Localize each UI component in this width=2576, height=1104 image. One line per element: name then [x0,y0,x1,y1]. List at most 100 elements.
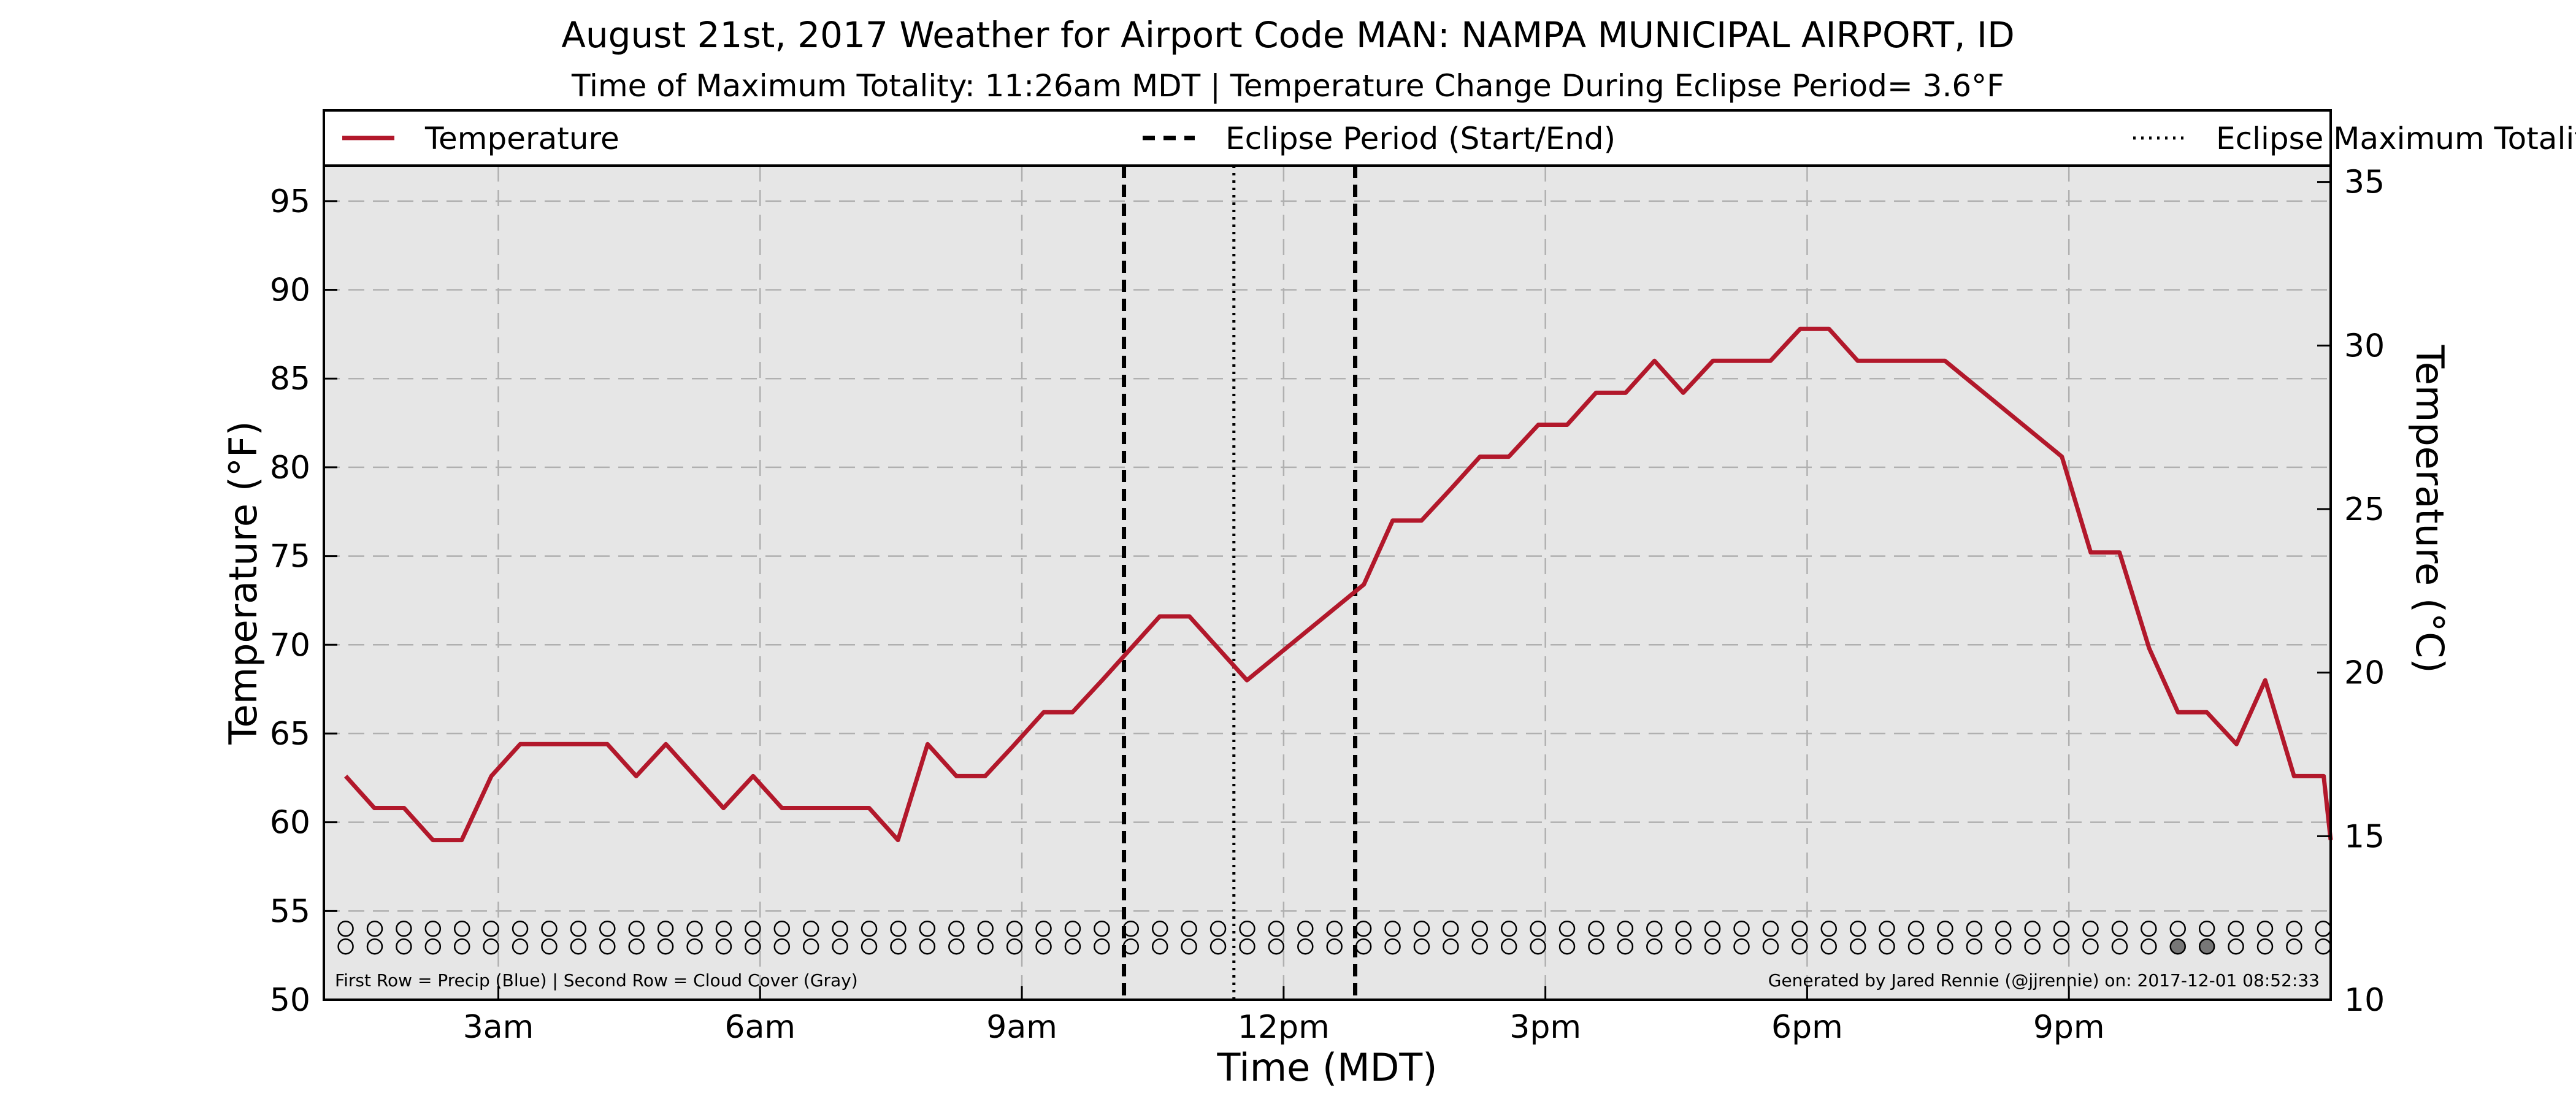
precip-dot [1907,921,1925,937]
cloud-cover-dot [657,938,674,955]
y-tick-label: 80 [270,450,310,486]
cloud-cover-dot [2228,938,2244,955]
y-tick-label: 60 [270,805,310,841]
precip-dot [1733,921,1750,937]
cloud-cover-dot [745,938,761,955]
cloud-cover-dot [1209,938,1227,955]
precip-dot [745,921,761,937]
cloud-cover-dot [1326,938,1343,955]
precip-dot [1181,921,1197,937]
precip-dot [1297,921,1314,937]
cloud-cover-dot [1064,938,1081,955]
precip-dot [570,921,587,937]
plot-area [324,166,2331,1000]
cloud-cover-dot [1530,938,1546,955]
cloud-cover-dot [2053,938,2070,955]
precip-dot [337,921,354,937]
precip-dot [1094,921,1110,937]
y-tick-label: 95 [270,183,310,220]
precip-dot [2024,921,2041,937]
cloud-cover-dot [1762,938,1779,955]
precip-dot [861,921,878,937]
cloud-cover-dot [2286,938,2302,955]
precip-dot [802,921,819,937]
precip-dot [2256,921,2274,937]
cloud-cover-dot [1588,938,1604,955]
precip-dot [512,921,529,937]
y-axis-label-left: Temperature (°F) [221,421,266,745]
cloud-cover-dot [2082,938,2099,955]
cloud-cover-dot [2111,938,2128,955]
precip-dot [2053,921,2070,937]
x-tick-label: 3am [463,1009,534,1046]
cloud-cover-dot [366,938,383,955]
cloud-cover-dot [2198,938,2215,955]
precip-dot [2286,921,2302,937]
precip-dot [715,921,732,937]
cloud-cover-dot [541,938,558,955]
cloud-cover-dot [337,938,354,955]
precip-dot [1675,921,1692,937]
cloud-cover-dot [1792,938,1808,955]
cloud-cover-dot [1094,938,1110,955]
cloud-cover-dot [396,938,412,955]
precip-dot [424,921,442,937]
legend-items: Temperature Eclipse Period (Start/End) Ecl… [342,121,2576,156]
cloud-cover-dot [1907,938,1925,955]
cloud-cover-dot [1035,938,1052,955]
cloud-cover-dot [1966,938,1983,955]
cloud-cover-dot [1995,938,2012,955]
legend-label: Eclipse Maximum Totality (99.4% Obscurat… [2216,121,2576,156]
precip-dot [541,921,558,937]
y2-tick-label: 10 [2344,982,2385,1019]
cloud-cover-dot [890,938,907,955]
cloud-cover-dot [1181,938,1197,955]
cloud-cover-dot [1006,938,1023,955]
precip-dot [1792,921,1808,937]
y2-tick-label: 15 [2344,818,2385,855]
x-axis-label: Time (MDT) [1217,1045,1438,1090]
precip-dot [2228,921,2244,937]
precip-dot [483,921,499,937]
precip-dot [1209,921,1227,937]
chart-title: August 21st, 2017 Weather for Airport Co… [561,14,2015,56]
precip-dot [1995,921,2012,937]
y-axis-label-right: Temperature (°C) [2407,344,2452,673]
cloud-cover-dot [1675,938,1692,955]
precip-dot [919,921,936,937]
precip-dot [1588,921,1604,937]
precip-dot [773,921,791,937]
cloud-cover-dot [1849,938,1866,955]
precip-dot [890,921,907,937]
chart-subtitle: Time of Maximum Totality: 11:26am MDT | … [571,68,2004,104]
precip-dot [1471,921,1489,937]
precip-dot [2198,921,2215,937]
cloud-cover-dot [1151,938,1168,955]
series-layer [343,326,2333,843]
x-tick-label: 12pm [1238,1009,1330,1046]
precip-dot [2141,921,2157,937]
legend: Temperature Eclipse Period (Start/End) Ecl… [323,109,2576,167]
cloud-cover-dot [512,938,529,955]
y2-tick-label: 35 [2344,164,2385,201]
legend-label: Eclipse Period (Start/End) [1225,121,1616,156]
cloud-cover-dot [802,938,819,955]
precip-dot [1443,921,1459,937]
precip-dot [599,921,616,937]
precip-dot [1879,921,1895,937]
precip-dot [977,921,994,937]
y-tick-label: 85 [270,361,310,397]
cloud-cover-dot [1297,938,1314,955]
y2-tick-label: 25 [2344,491,2385,528]
cloud-cover-dot [1820,938,1838,955]
x-tick-label: 3pm [1509,1009,1581,1046]
cloud-cover-dot [1239,938,1255,955]
precip-dot [1384,921,1401,937]
x-tick-label: 6am [724,1009,795,1046]
x-tick-label: 9pm [2033,1009,2105,1046]
precip-dot [1849,921,1866,937]
precip-dot [1006,921,1023,937]
precip-dot [1268,921,1285,937]
cloud-cover-dot [1558,938,1576,955]
